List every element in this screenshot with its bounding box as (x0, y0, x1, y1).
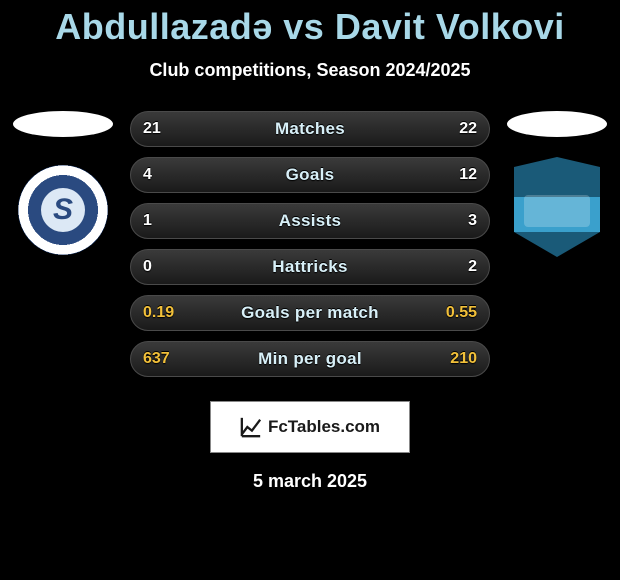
stat-value-right: 3 (468, 212, 477, 230)
player-left-col: S (8, 111, 118, 255)
comparison-body: S 21 Matches 22 4 Goals 12 1 Assists 3 0 Hattricks… (0, 111, 620, 387)
stat-value-left: 0.19 (143, 304, 174, 322)
club-right-crest (514, 157, 600, 257)
stat-value-left: 1 (143, 212, 152, 230)
stat-value-right: 2 (468, 258, 477, 276)
stat-value-left: 21 (143, 120, 161, 138)
stat-label: Min per goal (258, 349, 362, 369)
attribution-link[interactable]: FcTables.com (210, 401, 410, 453)
stat-label: Goals per match (241, 303, 379, 323)
stat-row: 637 Min per goal 210 (130, 341, 490, 377)
chart-icon (240, 416, 262, 438)
stats-column: 21Matches224Goals121Assists30Hattricks20… (118, 111, 502, 387)
club-left-crest-letter: S (41, 188, 85, 232)
stat-value-right: 12 (459, 166, 477, 184)
page-subtitle: Club competitions, Season 2024/2025 (0, 60, 620, 81)
player-right-col (502, 111, 612, 257)
stat-value-right: 0.55 (446, 304, 477, 322)
stat-value-right: 22 (459, 120, 477, 138)
date-label: 5 march 2025 (0, 471, 620, 492)
club-left-crest: S (18, 165, 108, 255)
stat-value-left: 4 (143, 166, 152, 184)
stat-row: 4 Goals 12 (130, 157, 490, 193)
stat-label: Matches (275, 119, 345, 139)
stat-row: 1 Assists 3 (130, 203, 490, 239)
stat-value-left: 0 (143, 258, 152, 276)
player-left-photo (13, 111, 113, 137)
stat-label: Assists (279, 211, 342, 231)
stat-value-left: 637 (143, 350, 170, 368)
page-title: Abdullazadə vs Davit Volkovi (0, 6, 620, 48)
stat-label: Hattricks (272, 257, 347, 277)
stat-label: Goals (286, 165, 335, 185)
stat-row: 0 Hattricks 2 (130, 249, 490, 285)
stat-row: 21 Matches 22 (130, 111, 490, 147)
stat-value-right: 210 (450, 350, 477, 368)
attribution-text: FcTables.com (268, 417, 380, 437)
player-right-photo (507, 111, 607, 137)
stat-row: 0.19 Goals per match 0.55 (130, 295, 490, 331)
